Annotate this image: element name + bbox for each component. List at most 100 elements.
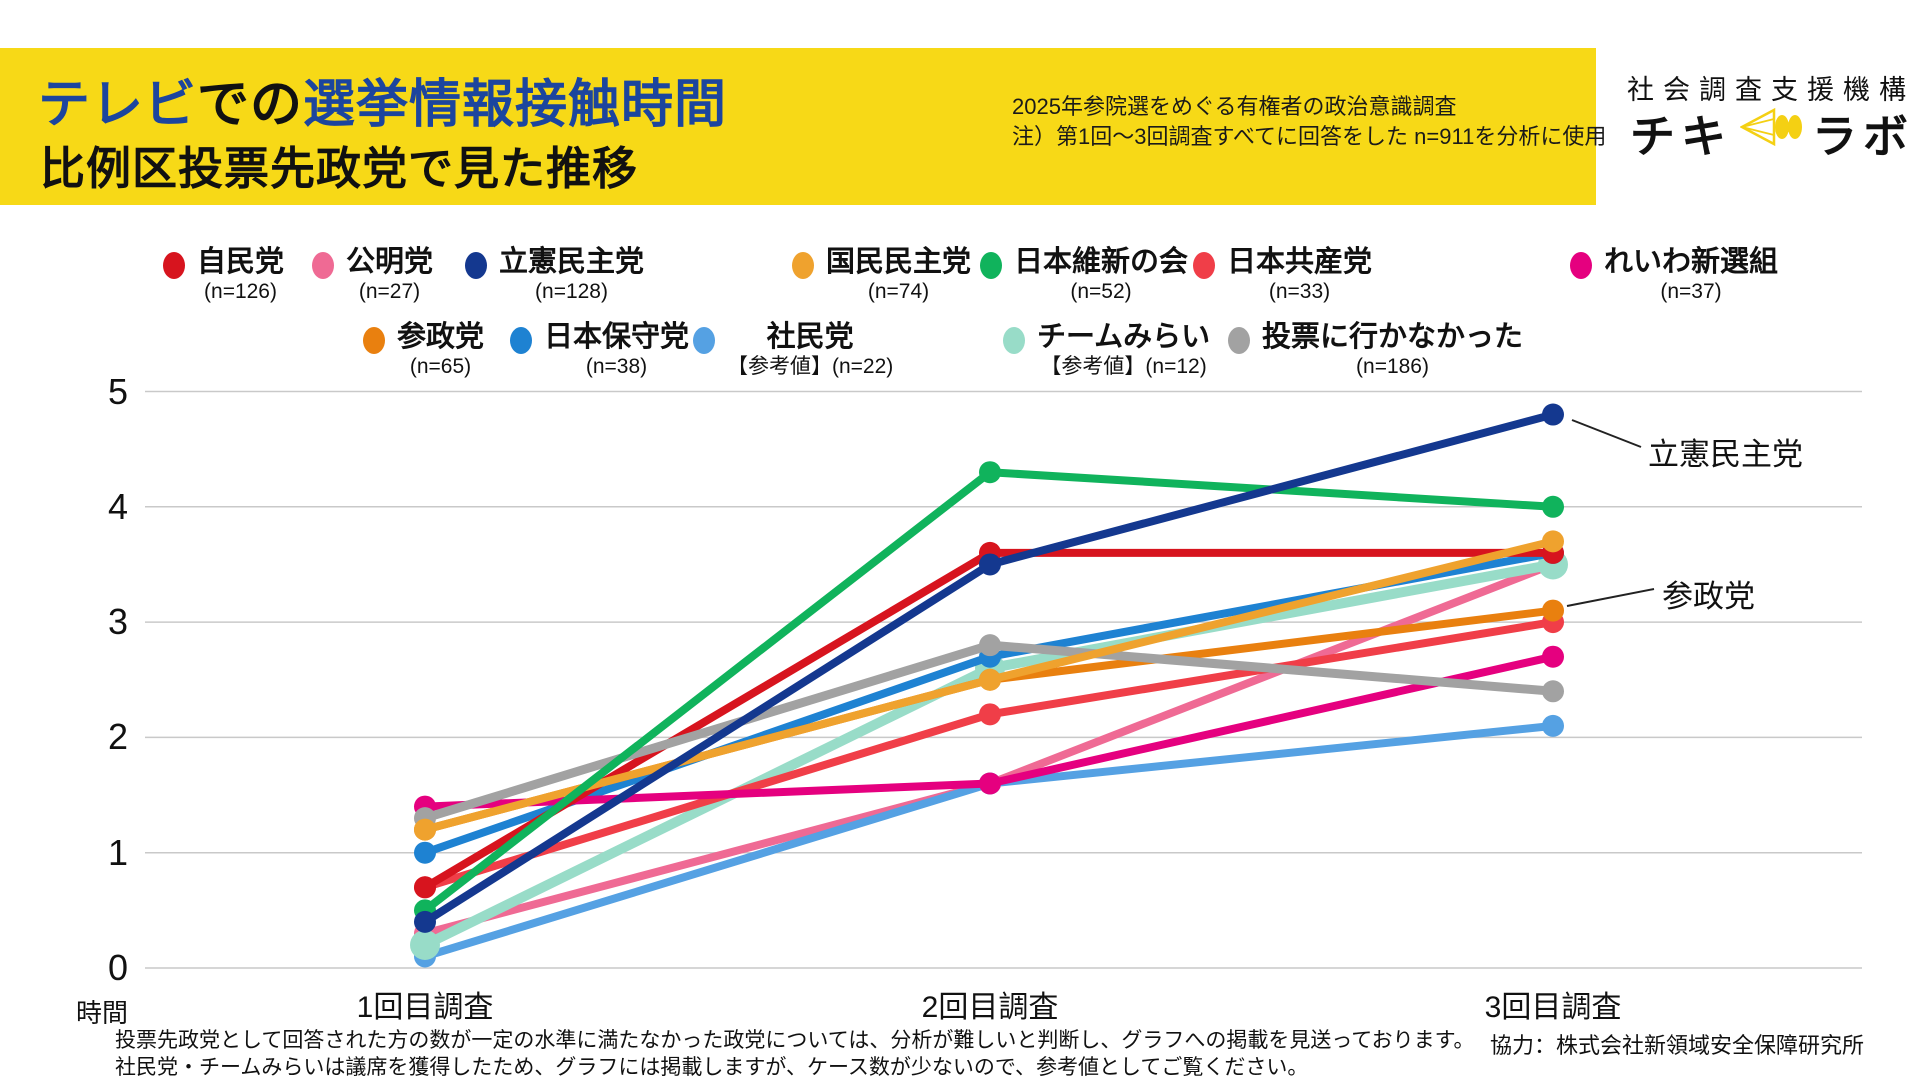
data-point-れいわ新選組-2 [979,772,1001,795]
legend-item-れいわ新選組: れいわ新選組 (n=37) [1570,246,1778,304]
legend-dot-icon [1570,252,1592,279]
legend-label: 社民党 [766,321,854,353]
legend-item-自民党: 自民党 (n=126) [163,246,284,304]
footnote-line2: 社民党・チームみらいは議席を獲得したため、グラフには掲載しますが、ケース数が少な… [115,1056,1309,1079]
logo-brand-left: チキ [1630,111,1733,162]
legend-dot-icon [163,252,185,279]
title-segment: 選挙情報接触時間 [303,76,728,134]
data-point-社民党-3 [1542,714,1564,737]
cooperation-credit: 協力：株式会社新領域安全保障研究所 [1489,1033,1864,1058]
y-axis-unit: 時間 [75,998,128,1028]
legend-dot-icon [1228,327,1250,354]
legend-dot-icon [792,252,814,279]
legend-sample-size: (n=74) [867,280,930,303]
data-point-自民党-1 [414,876,436,899]
legend-item-国民民主党: 国民民主党 (n=74) [792,246,971,304]
data-point-国民民主党-2 [979,668,1001,691]
legend-label: 日本共産党 [1227,246,1373,278]
data-point-チームみらい-1 [410,929,440,960]
legend-item-社民党: 社民党 【参考値】(n=22) [693,321,893,379]
data-point-立憲民主党-3 [1542,403,1564,426]
megaphone-icon [1739,105,1804,160]
legend-dot-icon [312,252,334,279]
legend-sample-size: (n=65) [409,355,472,378]
legend-item-チームみらい: チームみらい 【参考値】(n=12) [1003,321,1210,379]
footnote-line1: 投票先政党として回答された方の数が一定の水準に満たなかった政党については、分析が… [115,1029,1475,1052]
legend-label: 立憲民主党 [499,246,645,278]
legend-dot-icon [510,327,532,354]
legend-sample-size: 【参考値】(n=12) [1040,355,1207,378]
legend-label: 日本維新の会 [1014,246,1189,278]
data-point-投票に行かなかった-3 [1542,680,1564,703]
title-segment: での [197,76,304,134]
y-tick-0: 0 [107,947,128,988]
y-tick-4: 4 [107,485,128,527]
legend-item-日本保守党: 日本保守党 (n=38) [510,321,689,379]
legend-dot-icon [980,252,1002,279]
legend-dot-icon [465,252,487,279]
data-point-日本維新の会-2 [979,461,1001,484]
data-point-国民民主党-1 [414,818,436,841]
logo-organization: 社会調査支援機構 [1627,75,1915,105]
y-tick-2: 2 [107,716,128,758]
legend-label: 参政党 [397,321,485,353]
data-point-日本保守党-1 [414,841,436,864]
legend-item-立憲民主党: 立憲民主党 (n=128) [465,246,644,304]
data-point-日本維新の会-3 [1542,495,1564,518]
legend-sample-size: (n=37) [1660,280,1722,303]
data-point-投票に行かなかった-2 [979,634,1001,657]
legend-label: れいわ新選組 [1604,246,1779,278]
legend-dot-icon [1003,327,1025,354]
data-point-国民民主党-3 [1542,530,1564,553]
legend-item-公明党: 公明党 (n=27) [312,246,433,304]
annotation-connector-参政党 [1566,588,1655,607]
legend-label: 国民民主党 [826,246,972,278]
y-tick-5: 5 [107,370,128,412]
legend-sample-size: (n=33) [1268,280,1331,303]
annotation-label-参政党: 参政党 [1662,579,1755,614]
y-tick-1: 1 [107,831,128,873]
data-point-参政党-3 [1542,599,1564,622]
legend-item-参政党: 参政党 (n=65) [363,321,484,379]
legend-item-日本共産党: 日本共産党 (n=33) [1193,246,1372,304]
survey-note-line2: 注）第1回〜3回調査すべてに回答をした n=911を分析に使用 [1012,124,1607,149]
title-segment: テレビ [38,76,198,134]
legend-label: 自民党 [197,246,285,278]
legend-dot-icon [363,327,385,354]
page-title: テレビでの選挙情報接触時間 [38,62,727,137]
legend-label: チームみらい [1037,321,1211,353]
y-tick-3: 3 [107,601,128,643]
legend-sample-size: (n=186) [1356,355,1429,378]
annotation-connector-立憲民主党 [1571,419,1642,448]
survey-note-line1: 2025年参院選をめぐる有権者の政治意識調査 [1012,94,1457,119]
header-banner: テレビでの選挙情報接触時間 比例区投票先政党で見た推移 2025年参院選をめぐる… [0,48,1606,205]
annotation-label-立憲民主党: 立憲民主党 [1648,437,1803,472]
legend-sample-size: (n=27) [358,280,421,303]
series-line-社民党 [421,721,1557,961]
survey-note: 2025年参院選をめぐる有権者の政治意識調査 注）第1回〜3回調査すべてに回答を… [1012,92,1606,152]
legend-sample-size: (n=38) [585,355,648,378]
x-tick-1回目調査: 1回目調査 [356,991,494,1024]
data-point-立憲民主党-2 [979,553,1001,576]
x-tick-3回目調査: 3回目調査 [1484,991,1622,1024]
legend-sample-size: (n=128) [535,280,608,303]
series-line-公明党 [421,560,1557,938]
legend-label: 投票に行かなかった [1262,321,1524,353]
legend-label: 日本保守党 [544,321,690,353]
legend-sample-size: (n=52) [1070,280,1132,303]
data-point-立憲民主党-1 [414,910,436,933]
x-tick-2回目調査: 2回目調査 [921,991,1059,1024]
legend-dot-icon [1193,252,1215,279]
page-subtitle: 比例区投票先政党で見た推移 [40,143,639,194]
data-point-日本共産党-2 [979,703,1001,726]
legend-item-日本維新の会: 日本維新の会 (n=52) [980,246,1188,304]
legend-dot-icon [693,327,715,354]
legend-label: 公明党 [346,246,434,278]
logo-brand-right: ラボ [1812,111,1915,162]
legend-sample-size: (n=126) [204,280,277,303]
data-point-れいわ新選組-3 [1542,645,1564,668]
logo-brand: チキ ラボ [1630,100,1914,165]
legend-item-投票に行かなかった: 投票に行かなかった (n=186) [1228,321,1523,379]
